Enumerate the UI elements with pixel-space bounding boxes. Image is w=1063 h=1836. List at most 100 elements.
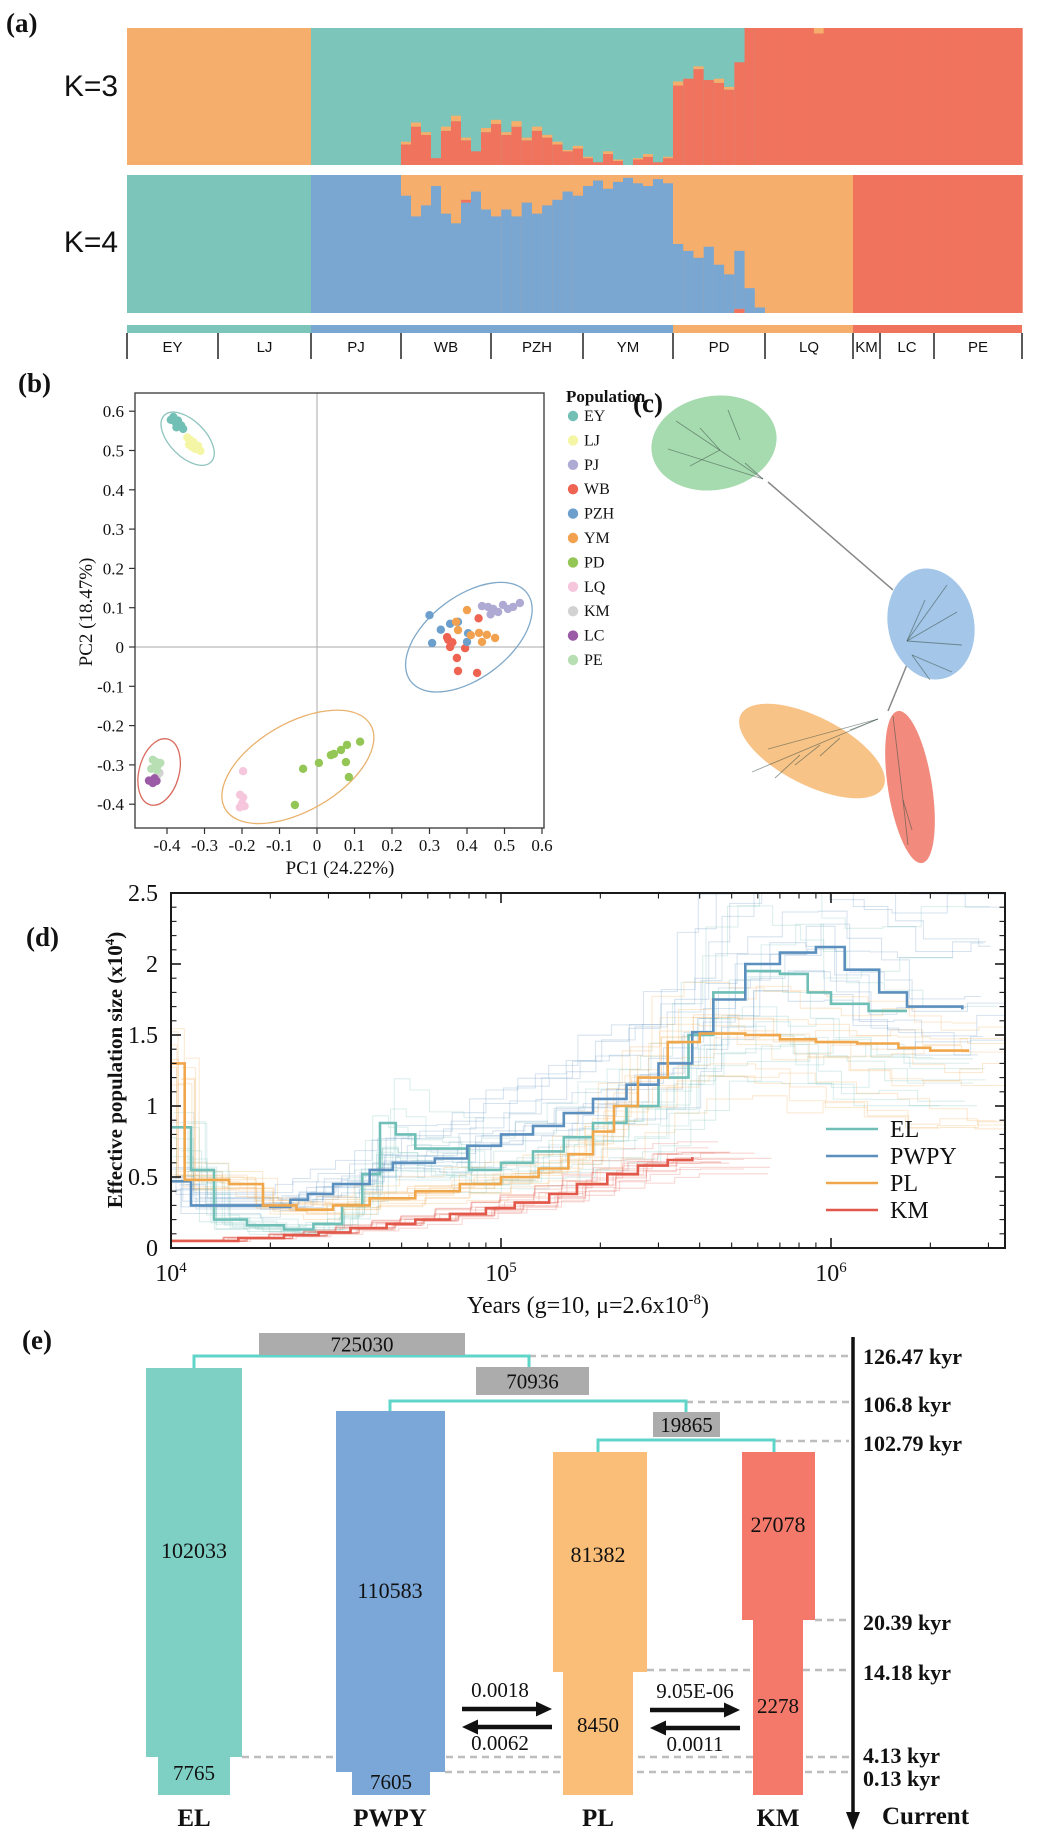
pca-series-PJ	[477, 598, 525, 619]
psmc-legend-item-PWPY: PWPY	[890, 1144, 957, 1170]
pca-series-WB	[442, 614, 483, 678]
time-label: 0.13 kyr	[863, 1766, 940, 1791]
psmc-curves	[171, 893, 1005, 1243]
svg-text:0.4: 0.4	[103, 481, 125, 500]
ancestral-ne-19865: 19865	[660, 1413, 713, 1437]
svg-text:-0.1: -0.1	[266, 836, 293, 855]
svg-text:2.5: 2.5	[128, 881, 158, 907]
psmc-legend-item-PL: PL	[890, 1171, 918, 1197]
demography-columns: 102033 7765 EL 110583 7605 PWPY 81382 8450 PL 270…	[146, 1368, 815, 1832]
pca-legend-title: Population	[566, 387, 646, 406]
pca-legend-item-PJ: PJ	[584, 457, 599, 474]
admixture-k3-label: K=3	[63, 70, 119, 103]
tree-cluster-PWPY-group	[887, 568, 975, 680]
population-label-PJ: PJ	[347, 339, 365, 356]
panel-tag-e: (e)	[22, 1325, 52, 1355]
pca-series-PD	[290, 737, 365, 810]
svg-text:-0.4: -0.4	[154, 836, 181, 855]
psmc-axes: 0 0.5 1 1.5 2 2.5 104 105 106 Years (g=10, μ=2.6x…	[102, 881, 1005, 1319]
time-label: 20.39 kyr	[863, 1610, 951, 1635]
svg-text:0.1: 0.1	[344, 836, 365, 855]
column-narrow-PL	[563, 1672, 633, 1795]
column-narrow-PWPY	[352, 1772, 430, 1795]
pca-series-EY	[166, 412, 188, 434]
time-label: 14.18 kyr	[863, 1660, 951, 1685]
panel-tag-d: (d)	[26, 922, 59, 952]
time-label: 4.13 kyr	[863, 1743, 940, 1768]
pca-legend-item-PD: PD	[584, 554, 604, 571]
ne-label-EL: 102033	[161, 1538, 227, 1563]
pca-legend-item-WB: WB	[584, 481, 610, 498]
svg-text:0: 0	[146, 1236, 158, 1262]
column-wide-PWPY	[336, 1411, 445, 1772]
svg-text:-0.2: -0.2	[229, 836, 256, 855]
demography-migrations: 0.0018 0.0062 9.05E-06 0.0011	[462, 1678, 740, 1756]
admixture-k4-label: K=4	[63, 226, 119, 259]
pca-legend-item-EY: EY	[584, 408, 606, 425]
population-label-LC: LC	[897, 339, 916, 356]
pca-legend-item-PZH: PZH	[584, 506, 615, 523]
admixture-row-K=4	[127, 175, 1023, 313]
svg-text:104: 104	[155, 1260, 187, 1287]
ancestral-ne-725030: 725030	[331, 1333, 394, 1357]
svg-text:0.6: 0.6	[103, 402, 124, 421]
panel-tag-b: (b)	[18, 368, 51, 398]
pca-series-LQ	[235, 767, 249, 812]
svg-text:1.5: 1.5	[128, 1023, 158, 1049]
pca-series-LJ	[183, 433, 205, 456]
psmc-x-axis-label: Years (g=10, μ=2.6x10-8)	[467, 1292, 709, 1319]
column-name-EL: EL	[177, 1805, 210, 1832]
svg-text:0.4: 0.4	[456, 836, 478, 855]
population-label-LQ: LQ	[799, 339, 819, 356]
migration-rate-bottom-1: 0.0011	[667, 1732, 724, 1756]
pca-series-PE	[147, 755, 165, 775]
pca-legend-item-LQ: LQ	[584, 579, 606, 596]
svg-text:0: 0	[313, 836, 322, 855]
ne-label-PL: 81382	[571, 1542, 626, 1567]
svg-text:0.3: 0.3	[419, 836, 440, 855]
svg-text:-0.3: -0.3	[191, 836, 218, 855]
population-label-LJ: LJ	[257, 339, 273, 356]
migration-rate-bottom-0: 0.0062	[471, 1731, 529, 1755]
svg-text:0.5: 0.5	[494, 836, 515, 855]
psmc-legend-item-EL: EL	[890, 1117, 919, 1143]
recent-ne-label-EL: 7765	[173, 1761, 215, 1785]
pca-legend: Population EY LJ PJ WB PZH YM PD LQ KM LC PE	[566, 387, 646, 669]
svg-text:0.1: 0.1	[103, 599, 124, 618]
column-narrow-KM	[753, 1620, 803, 1795]
pca-y-axis-label: PC2 (18.47%)	[76, 558, 97, 667]
pca-legend-item-YM: YM	[584, 530, 610, 547]
panel-c-tree	[651, 395, 975, 864]
panel-tag-c: (c)	[633, 388, 663, 418]
svg-text:105: 105	[485, 1260, 516, 1287]
svg-text:0.2: 0.2	[103, 559, 124, 578]
population-label-YM: YM	[617, 339, 640, 356]
svg-text:0.5: 0.5	[103, 442, 124, 461]
ne-label-KM: 27078	[751, 1512, 806, 1537]
column-narrow-EL	[158, 1757, 230, 1795]
population-label-EY: EY	[162, 339, 182, 356]
population-label-PD: PD	[709, 339, 730, 356]
pca-series-YM	[451, 605, 500, 647]
panel-a-admixture: EY LJ PJ WB PZH YM PD LQ KM LC PE	[126, 28, 1023, 359]
svg-text:1: 1	[146, 1094, 158, 1120]
pca-ellipses	[137, 411, 533, 825]
panel-tag-a: (a)	[6, 8, 38, 38]
svg-text:0.2: 0.2	[381, 836, 402, 855]
panel-b-pca: -0.4 -0.3 -0.2 -0.1 0 0.1 0.2 0.3 0.4 0.5 0.6-0.4-…	[76, 387, 646, 879]
population-label-PZH: PZH	[522, 339, 552, 356]
pca-legend-item-LJ: LJ	[584, 432, 600, 449]
demography-timeline: 126.47 kyr 106.8 kyr 102.79 kyr 20.39 kyr 14…	[846, 1337, 970, 1830]
panel-e-demography: 102033 7765 EL 110583 7605 PWPY 81382 8450 PL 270…	[146, 1333, 970, 1832]
panel-d-psmc: 0 0.5 1 1.5 2 2.5 104 105 106 Years (g=10, μ=2.6x…	[102, 881, 1006, 1319]
population-label-WB: WB	[434, 339, 458, 356]
svg-text:2: 2	[146, 952, 158, 978]
population-strip: EY LJ PJ WB PZH YM PD LQ KM LC PE	[126, 325, 1023, 359]
ancestral-ne-70936: 70936	[506, 1370, 559, 1394]
recent-ne-label-PL: 8450	[577, 1713, 619, 1737]
psmc-curve-KM	[171, 1157, 694, 1243]
pca-legend-item-KM: KM	[584, 603, 610, 620]
